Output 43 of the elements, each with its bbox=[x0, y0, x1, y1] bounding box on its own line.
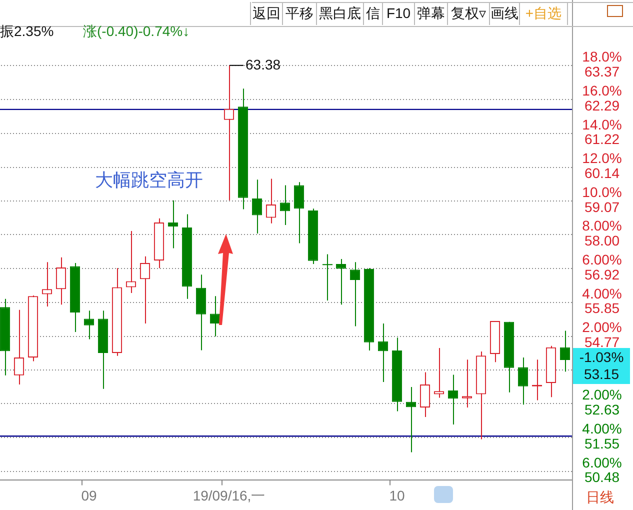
y2-tick-label: 2.00% bbox=[582, 319, 622, 336]
text: 画线 bbox=[489, 2, 519, 25]
y2-tick-label: 6.00% bbox=[582, 454, 622, 470]
y2-tick-label: 4.00% bbox=[582, 420, 622, 436]
y-tick-label: 59.07 bbox=[584, 198, 620, 215]
annotation: 63.38 bbox=[246, 56, 281, 72]
text: 弹幕 bbox=[414, 2, 447, 25]
annotation: 大幅跳空高开 bbox=[95, 170, 203, 190]
y-tick-label: 56.92 bbox=[584, 266, 620, 283]
x-tick-label: 10 bbox=[389, 487, 405, 504]
text: 53.15 bbox=[582, 366, 620, 383]
x-tick-label: 09 bbox=[81, 487, 97, 504]
y2-tick-label: 8.00% bbox=[582, 218, 622, 234]
text: F10 bbox=[382, 2, 414, 25]
y-tick-label: 60.14 bbox=[584, 165, 620, 182]
text: +自选 bbox=[519, 2, 567, 25]
y-tick-label: 63.37 bbox=[584, 64, 620, 80]
text: 信 bbox=[363, 2, 382, 25]
y-tick-label: 61.22 bbox=[584, 131, 620, 148]
text: 黑白底 bbox=[316, 2, 363, 25]
y2-tick-label: 2.00% bbox=[582, 386, 622, 403]
text: -1.03% bbox=[578, 349, 625, 366]
annotation: 振2.35% bbox=[0, 23, 54, 39]
y-tick-label: 62.29 bbox=[584, 98, 620, 114]
text: 返回 bbox=[250, 2, 282, 25]
y2-tick-label: 18.0% bbox=[582, 48, 622, 65]
text: 复权▿ bbox=[447, 2, 489, 25]
annotation: 涨(-0.40)-0.74%↓ bbox=[83, 23, 190, 39]
y2-tick-label: 4.00% bbox=[582, 285, 622, 302]
y2-tick-label: 6.00% bbox=[582, 252, 622, 268]
text: 平移 bbox=[282, 2, 316, 25]
y-tick-label: 51.55 bbox=[584, 436, 620, 452]
y-tick-label: 50.48 bbox=[584, 469, 620, 486]
y2-tick-label: 14.0% bbox=[582, 116, 622, 132]
y-tick-label: 52.63 bbox=[584, 402, 620, 418]
text: 日线 bbox=[586, 489, 614, 505]
y-tick-label: 58.00 bbox=[584, 232, 620, 249]
x-tick-label: 19/09/16,一 bbox=[192, 487, 266, 504]
y-tick-label: 55.85 bbox=[584, 300, 620, 316]
y-tick-label: 54.77 bbox=[584, 334, 620, 350]
y2-tick-label: 10.0% bbox=[582, 184, 622, 200]
y2-tick-label: 16.0% bbox=[582, 82, 622, 99]
y2-tick-label: 12.0% bbox=[582, 150, 622, 166]
